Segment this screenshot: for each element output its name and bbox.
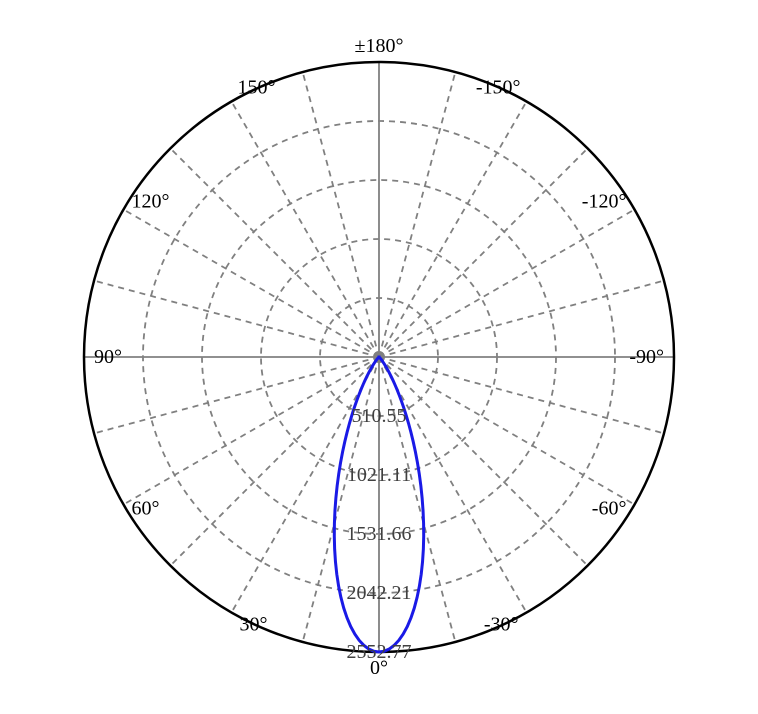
grid-radial [232,102,380,357]
angle-label: -60° [592,498,627,520]
angle-label: 30° [240,613,268,635]
radial-tick-label: 2042.21 [347,582,412,604]
angle-label: 90° [94,346,122,368]
angle-label: 0° [370,657,388,679]
radial-tick-label: 1021.11 [347,464,411,486]
grid-radial [124,210,379,358]
grid-radial [303,72,379,357]
grid-radial [94,281,379,357]
polar-chart: 510.551021.111531.662042.212552.770°30°6… [0,0,758,714]
angle-label: -120° [582,191,627,213]
angle-label: ±180° [355,35,404,57]
grid-radial [379,357,634,505]
grid-radial [379,102,527,357]
grid-radial [94,357,379,433]
radial-tick-label: 510.55 [352,405,407,427]
grid-radial [124,357,379,505]
angle-label: 120° [132,191,170,213]
grid-radial [379,281,664,357]
angle-label: 60° [132,498,160,520]
grid-radial [379,72,455,357]
angle-label: -150° [476,77,521,99]
angle-label: -30° [484,613,519,635]
grid-radial [379,148,588,357]
radial-tick-label: 1531.66 [347,523,412,545]
grid-radial [170,148,379,357]
angle-label: 150° [238,77,276,99]
grid-radial [379,357,664,433]
grid-radial [379,210,634,358]
angle-label: -90° [629,346,664,368]
